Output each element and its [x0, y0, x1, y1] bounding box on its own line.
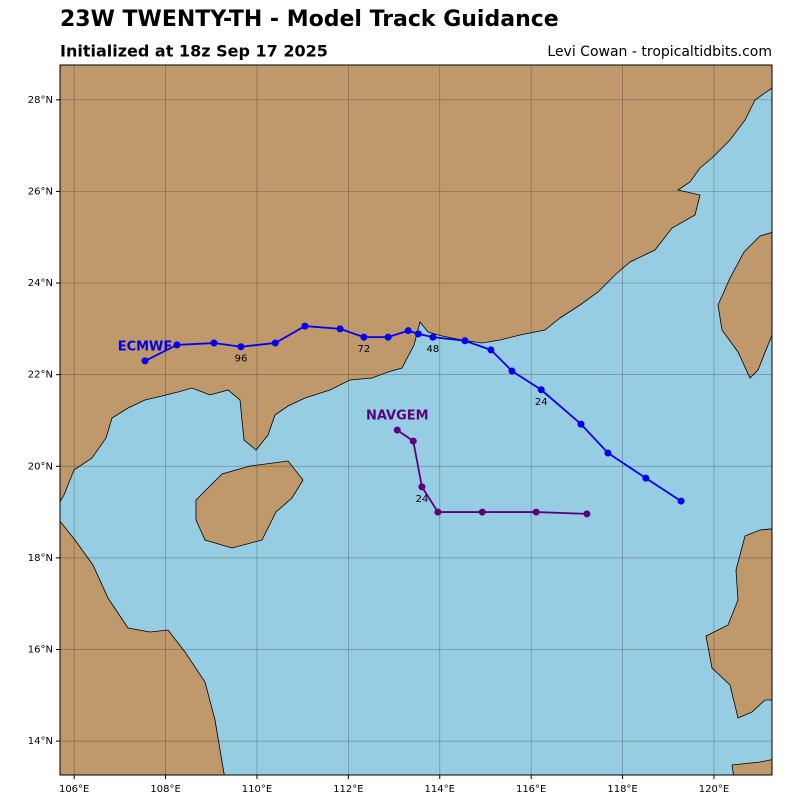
x-tick-label: 110°E: [242, 784, 272, 795]
y-tick-label: 20°N: [28, 461, 53, 472]
track-point: [434, 508, 442, 516]
x-tick-label: 112°E: [333, 784, 363, 795]
track-point: [478, 508, 486, 516]
track-point: [393, 426, 401, 434]
y-tick-label: 24°N: [28, 278, 53, 289]
track-point: [642, 474, 650, 482]
y-tick-label: 28°N: [28, 95, 53, 106]
title: 23W TWENTY-TH - Model Track Guidance: [60, 7, 559, 32]
track-point: [384, 333, 392, 341]
track-point: [461, 337, 469, 345]
x-tick-label: 116°E: [516, 784, 546, 795]
track-point: [508, 367, 516, 375]
track-point: [404, 327, 412, 335]
track-point: [604, 449, 612, 457]
track-point: [301, 322, 309, 330]
mainland: [60, 65, 772, 503]
y-tick-label: 18°N: [28, 553, 53, 564]
y-tick-label: 26°N: [28, 186, 53, 197]
track-point: [336, 325, 344, 333]
track-point: [173, 341, 181, 349]
x-tick-label: 114°E: [425, 784, 455, 795]
track-line: [144, 325, 682, 502]
model-name: NAVGEM: [366, 409, 429, 424]
forecast-hour-label: 24: [535, 397, 548, 408]
x-tick-label: 108°E: [150, 784, 180, 795]
track-point: [210, 339, 218, 347]
track-point: [418, 483, 426, 491]
track-point: [583, 510, 591, 518]
track-point: [409, 437, 417, 445]
indochina: [60, 520, 225, 775]
track-point: [537, 386, 545, 394]
grid: [60, 65, 772, 775]
track-point: [414, 330, 422, 338]
taiwan: [717, 231, 772, 379]
forecast-hour-label: 48: [427, 344, 440, 355]
credit: Levi Cowan - tropicaltidbits.com: [547, 44, 772, 60]
forecast-hour-label: 96: [235, 354, 248, 365]
track-point: [487, 346, 495, 354]
track-point: [141, 357, 149, 365]
x-tick-label: 118°E: [607, 784, 637, 795]
luzon-south: [731, 759, 772, 775]
x-tick-label: 106°E: [59, 784, 89, 795]
track-point: [237, 343, 245, 351]
y-tick-label: 22°N: [28, 370, 53, 381]
subtitle: Initialized at 18z Sep 17 2025: [60, 42, 328, 61]
luzon: [705, 528, 772, 719]
y-tick-label: 16°N: [28, 644, 53, 655]
forecast-hour-label: 24: [416, 494, 429, 505]
track-point: [577, 420, 585, 428]
track-point: [532, 508, 540, 516]
track-point: [271, 339, 279, 347]
x-tick-label: 120°E: [699, 784, 729, 795]
forecast-hour-label: 72: [358, 344, 371, 355]
y-tick-label: 14°N: [28, 736, 53, 747]
hainan: [195, 460, 304, 549]
track-point: [677, 497, 685, 505]
track-point: [429, 333, 437, 341]
track-point: [360, 333, 368, 341]
frame: [59, 64, 773, 776]
model-name: ECMWF: [118, 339, 173, 354]
tracks: 24 48 72 96 ECMWF 24 NAVGEM: [118, 322, 685, 518]
map-area: 24 48 72 96 ECMWF 24 NAVGEM: [60, 65, 772, 775]
